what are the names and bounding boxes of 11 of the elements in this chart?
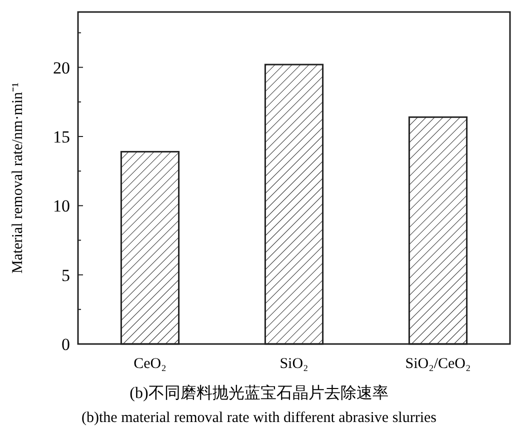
y-axis-title: Material removal rate/nm·min⁻¹ — [10, 82, 26, 274]
y-tick-label: 0 — [62, 334, 70, 354]
text: (b)不同磨料抛光蓝宝石晶片去除速率 — [130, 384, 388, 402]
y-tick-label: 5 — [62, 266, 70, 285]
y-tick-label: 20 — [53, 58, 70, 78]
x-tick-label: CeO₂ — [134, 356, 166, 372]
text: (b)the material removal rate with different abrasive slurries — [82, 410, 437, 426]
x-tick-label: SiO₂ — [280, 356, 308, 372]
y-tick-label: 10 — [53, 196, 70, 216]
y-tick-label: 15 — [53, 127, 70, 146]
x-tick-label: SiO₂/CeO₂ — [405, 356, 471, 372]
